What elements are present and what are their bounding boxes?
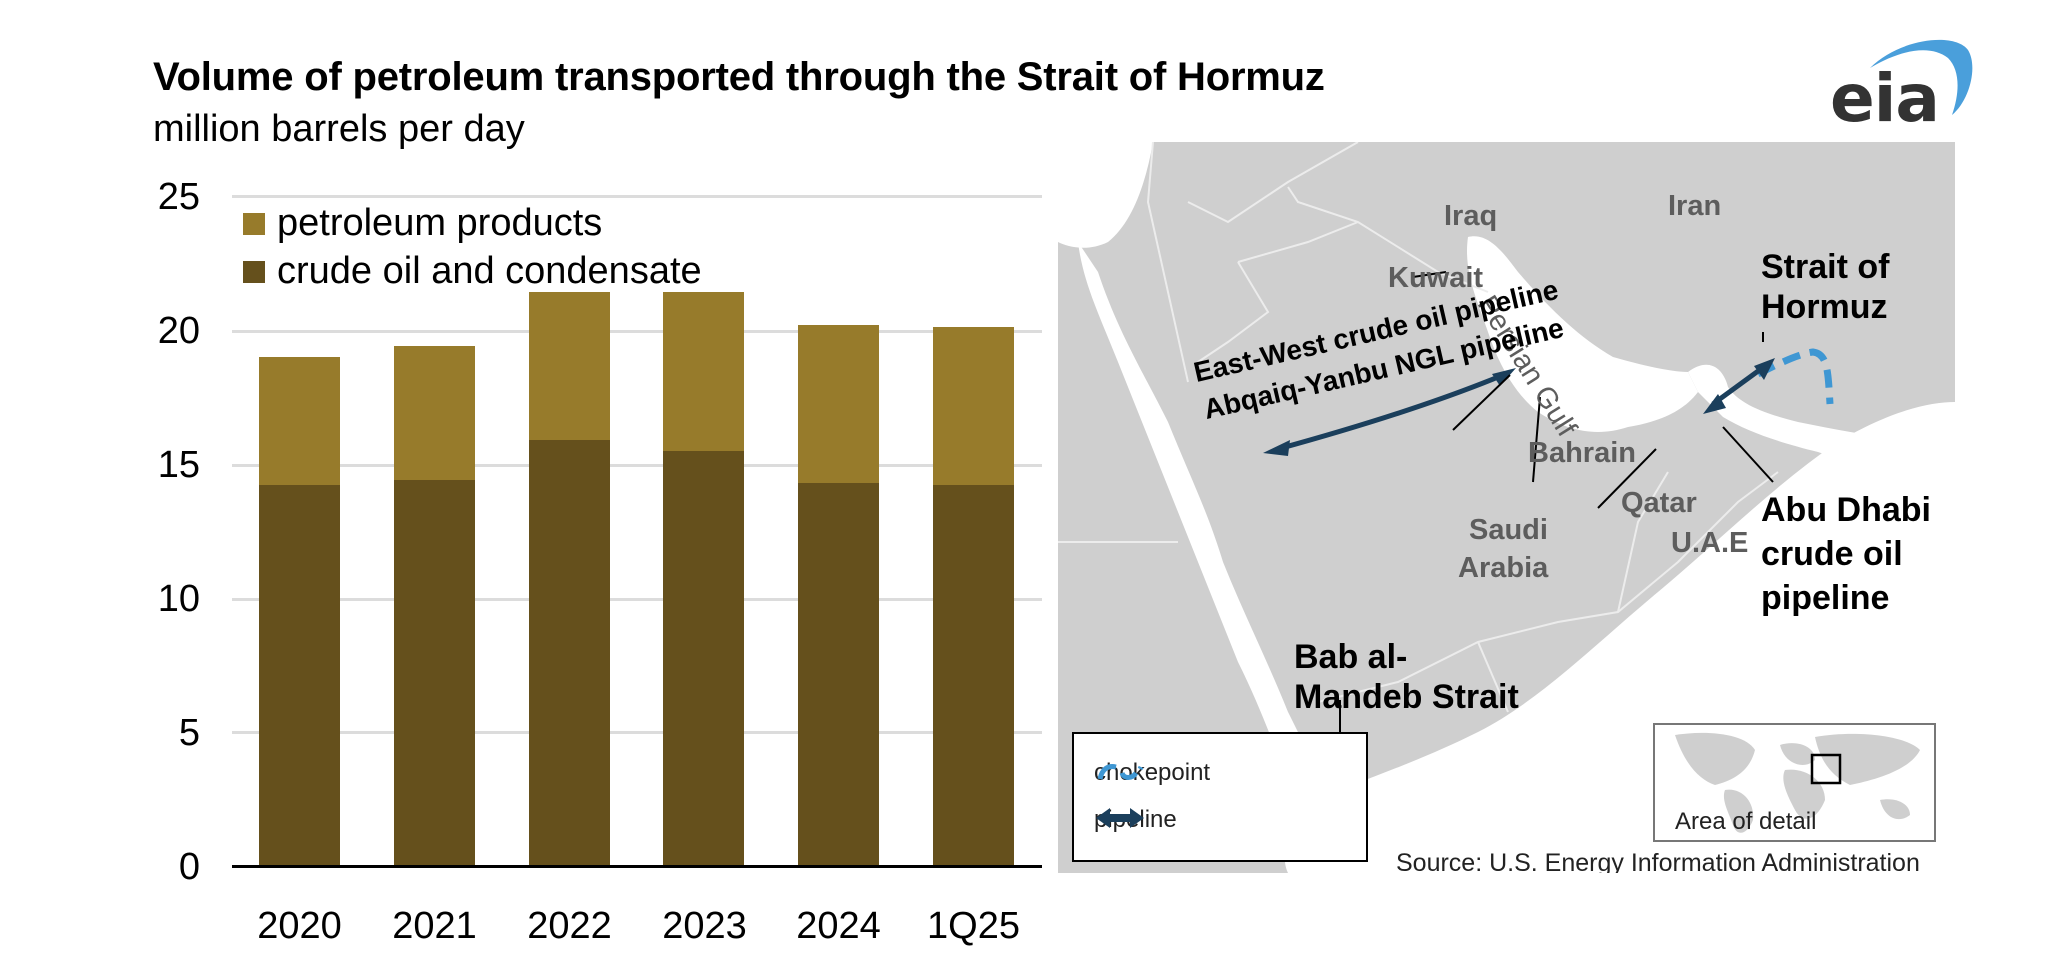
x-tick-2020: 2020 [257, 905, 342, 947]
x-tick-2023: 2023 [662, 905, 747, 947]
y-tick-5: 5 [178, 712, 200, 754]
hormuz-chokepoint-line [1756, 348, 1834, 405]
y-tick-25: 25 [157, 176, 200, 218]
x-axis-line [232, 865, 1042, 868]
bar-segment-crude [798, 482, 880, 866]
x-tick-2021: 2021 [392, 905, 477, 947]
bar-segment-products [933, 327, 1014, 486]
legend-chokepoint-label: chokepoint [1094, 759, 1211, 786]
chart-subtitle: million barrels per day [153, 108, 525, 150]
map-legend-chokepoint: chokepoint [1094, 759, 1210, 787]
logo-swoosh-icon [1870, 39, 1973, 115]
y-tick-20: 20 [157, 310, 200, 352]
legend-swatch-crude [243, 260, 265, 283]
y-tick-15: 15 [157, 444, 200, 486]
legend-label-products: petroleum products [277, 202, 603, 244]
gridline-15 [232, 464, 1042, 467]
label-abu-dhabi: Abu Dhabi [1761, 491, 1931, 529]
label-strait-of: Strait of [1761, 248, 1890, 286]
x-tick-2022: 2022 [527, 905, 612, 947]
bar-segment-products [528, 292, 610, 440]
gridline-5 [232, 731, 1042, 734]
eia-logo: eia [1830, 30, 1980, 137]
y-tick-10: 10 [157, 578, 200, 620]
label-abu-crude-oil: crude oil [1761, 535, 1903, 573]
label-qatar: Qatar [1621, 487, 1697, 519]
bar-2021 [393, 346, 475, 866]
label-bahrain: Bahrain [1528, 437, 1636, 469]
bar-segment-crude [663, 450, 745, 866]
label-abu-pipeline: pipeline [1761, 579, 1890, 617]
source-note: Source: U.S. Energy Information Administ… [1396, 849, 1920, 873]
chokepoint-dash-icon [1097, 764, 1144, 780]
bar-segment-products [393, 346, 475, 481]
world-inset-map: Area of detail [1653, 723, 1936, 842]
label-hormuz: Hormuz [1761, 288, 1888, 326]
label-uae: U.A.E [1671, 527, 1749, 559]
gridline-10 [232, 598, 1042, 601]
legend-item-petroleum-products: petroleum products [243, 202, 602, 245]
label-mandeb-strait: Mandeb Strait [1294, 678, 1519, 716]
chart-title: Volume of petroleum transported through … [153, 55, 1325, 99]
map-legend-pipeline: pipeline [1094, 806, 1177, 834]
bar-segment-crude [528, 439, 610, 866]
x-tick-1q25: 1Q25 [927, 905, 1020, 947]
world-map-icon [1675, 732, 1920, 833]
label-saudi: Saudi [1469, 514, 1548, 546]
map-legend: chokepoint pipeline [1072, 732, 1368, 862]
logo-text: eia [1830, 60, 1940, 137]
label-iraq: Iraq [1444, 200, 1498, 232]
hormuz-map: Iraq Iran Kuwait Bahrain Qatar Saudi Ara… [1058, 142, 1955, 873]
legend-label-crude: crude oil and condensate [277, 250, 702, 292]
area-of-detail-box [1810, 753, 1842, 785]
bar-2024 [798, 324, 880, 866]
gridline-25 [232, 195, 1042, 198]
y-tick-0: 0 [178, 846, 200, 888]
bar-1q25 [933, 327, 1014, 866]
gridline-20 [232, 330, 1042, 333]
bar-segment-crude [393, 480, 475, 866]
bar-chart: 25 20 15 10 5 0 2020 2021 2022 2023 2024… [157, 176, 1042, 947]
label-arabia: Arabia [1458, 552, 1549, 584]
bar-2023 [663, 292, 745, 866]
bar-2022 [528, 292, 610, 866]
bar-segment-crude [933, 485, 1014, 866]
legend-swatch-products [243, 212, 265, 235]
bar-segment-products [663, 292, 745, 451]
legend-item-crude-oil: crude oil and condensate [243, 250, 702, 293]
label-kuwait: Kuwait [1388, 262, 1484, 294]
pipeline-double-arrow-icon [1096, 808, 1144, 828]
bar-segment-products [259, 356, 340, 486]
label-iran: Iran [1668, 190, 1722, 222]
bar-segment-crude [259, 485, 340, 866]
bar-segment-products [798, 324, 880, 483]
label-bab-al: Bab al- [1294, 638, 1408, 676]
inset-label: Area of detail [1675, 808, 1817, 835]
x-tick-2024: 2024 [796, 905, 881, 947]
bar-2020 [259, 356, 340, 866]
